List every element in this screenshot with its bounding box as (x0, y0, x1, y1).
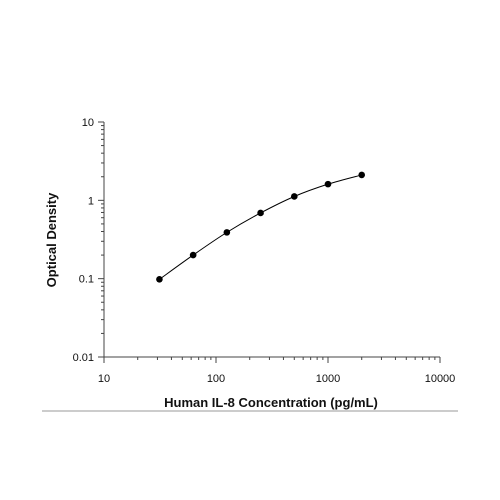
data-point (324, 180, 332, 188)
x-tick-label: 1000 (316, 373, 340, 385)
data-points (156, 171, 366, 283)
x-tick-label: 10 (98, 373, 110, 385)
y-tick-label: 0.01 (73, 352, 94, 364)
data-point (223, 229, 231, 236)
data-point (156, 276, 163, 283)
data-point (189, 251, 197, 259)
x-tick-label: 100 (207, 373, 225, 385)
y-tick-label: 10 (82, 117, 94, 129)
data-point (290, 193, 298, 200)
y-tick-label: 0.1 (79, 274, 94, 286)
x-tick-label: 10000 (425, 373, 456, 385)
x-axis-title: Human IL-8 Concentration (pg/mL) (164, 395, 378, 410)
y-axis-title: Optical Density (44, 192, 59, 287)
data-point (358, 171, 366, 179)
y-tick-label: 1 (88, 195, 94, 207)
axes: 10 1 0.1 0.01 10 100 1000 10000 (73, 117, 456, 385)
fit-curve (159, 174, 362, 280)
fit-curve-layer (159, 174, 362, 280)
data-point (257, 209, 264, 217)
